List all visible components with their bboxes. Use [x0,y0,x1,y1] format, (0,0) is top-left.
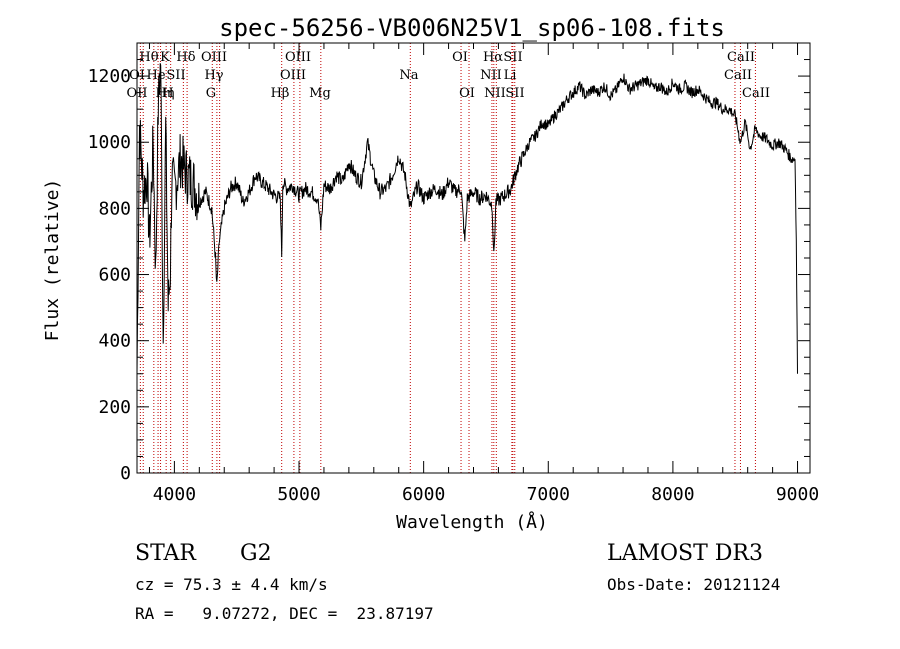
axes-layer: 4000 5000 6000 7000 8000 9000 0 200 400 600 800 100… [88,42,819,505]
star-subclass: G2 [240,541,272,566]
spectral-line-label: Hβ [271,86,290,101]
obs-date-text: Obs-Date: 20121124 [607,575,780,594]
chart-title: spec-56256-VB006N25V1_sp06-108.fits [219,14,725,42]
flux-series-line [136,63,798,375]
spectral-line-label: Na [399,68,418,83]
y-tick-label: 800 [98,198,131,219]
spectral-line-label: Li [504,68,517,83]
spectral-line-label: OI [459,86,475,101]
survey-name: LAMOST DR3 [607,541,763,566]
y-tick-label: 400 [98,331,131,352]
spectral-line-label: CaII [724,68,752,83]
spectral-line-label: H [162,86,173,101]
spectral-line-label: NII [480,68,502,83]
y-tick-label: 1000 [88,132,131,153]
spectral-line-label: Hθ [139,50,158,65]
spectral-line-label: SII [503,50,522,65]
coords-text: RA = 9.07272, DEC = 23.87197 [135,604,434,623]
spectral-line-label: SII [505,86,524,101]
x-axis-label: Wavelength (Å) [396,511,548,533]
star-class: STAR [135,541,197,566]
spectral-line-label: OIII [201,50,227,65]
spectral-line-label: Mg [309,86,331,101]
x-tick-label: 6000 [402,484,445,505]
spectral-line-label: OIII [280,68,306,83]
x-tick-label: 5000 [277,484,320,505]
spectral-line-label: OI [129,68,145,83]
spectral-line-label: CaII [727,50,755,65]
spectral-line-label: SII [166,68,185,83]
x-tick-label: 9000 [776,484,819,505]
x-tick-label: 8000 [651,484,694,505]
y-tick-label: 0 [120,463,131,484]
series-layer [136,63,798,375]
spectral-line-label: He [146,68,165,83]
y-tick-label: 1200 [88,66,131,87]
spectral-line-label: Hδ [176,50,195,65]
spectral-line-label: Hα [483,50,503,65]
spectral-line-label: K [160,50,170,65]
spectral-line-label: CaII [742,86,770,101]
y-tick-label: 600 [98,265,131,286]
spectral-line-label: OI [452,50,468,65]
y-axis-label: Flux (relative) [42,179,63,342]
spectral-line-label: OII [127,86,148,101]
spectral-line-label: G [206,86,216,101]
y-tick-label: 200 [98,397,131,418]
plot-frame [136,42,811,474]
spectral-line-label: NII [484,86,506,101]
spectral-line-label: OIII [285,50,311,65]
x-tick-label: 7000 [527,484,570,505]
redshift-text: cz = 75.3 ± 4.4 km/s [135,575,328,594]
emission-lines-layer [139,43,756,473]
spectral-line-label: Hη [155,86,174,101]
x-tick-label: 4000 [153,484,196,505]
spectral-line-label: Hγ [204,68,223,83]
